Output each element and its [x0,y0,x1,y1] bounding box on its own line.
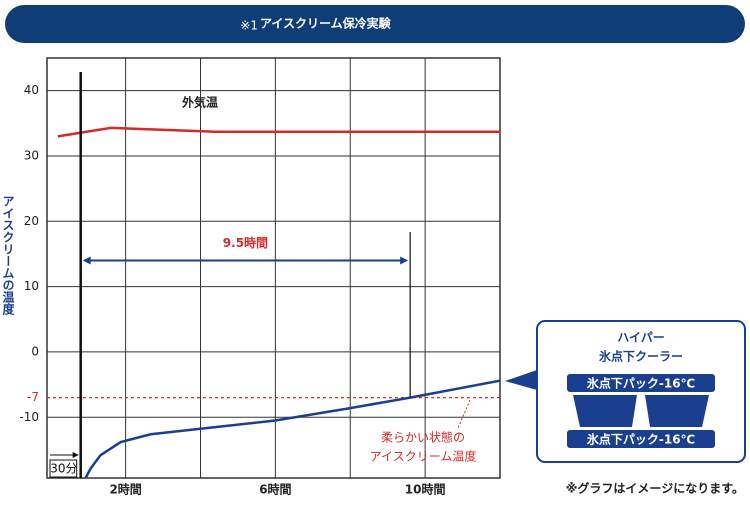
pack-label: 氷点下パック-16℃ [586,376,695,391]
series-label: 外気温 [182,95,218,110]
y-axis-label: アイスクリームの温度 [1,195,15,316]
y-tick-label: 20 [24,214,39,228]
start-label: 30分 [50,462,77,476]
title-mark: ※1 [240,19,258,33]
y-tick-label: 10 [24,279,39,293]
y-tick-label: 30 [24,148,39,162]
pack-label: 氷点下パック-16℃ [586,432,695,447]
threshold-note: 柔らかい状態の [381,430,465,445]
y-tick-label: -10 [19,410,39,424]
series-line [84,379,501,479]
callout-title: ハイパー [617,331,665,345]
threshold-label: -7 [27,390,39,404]
pack-label-bg [567,430,715,448]
y-tick-label: 0 [31,344,39,358]
x-tick-label: 10時間 [405,482,446,497]
arrow-head [400,256,409,265]
chart-title: アイスクリーム保冷実験 [260,16,392,31]
arrow-head [82,256,91,265]
arrow-head [72,452,79,458]
note-arrow [457,399,471,429]
series-line [57,126,500,138]
callout-pointer [505,370,537,390]
plot-frame [46,57,501,479]
x-tick-label: 6時間 [259,482,291,497]
duration-label: 9.5時間 [223,235,268,250]
x-tick-label: 2時間 [109,482,141,497]
footnote: ※グラフはイメージになります。 [566,481,744,496]
start-label-box [49,459,78,478]
header-bar [5,5,745,43]
callout-title: 氷点下クーラー [598,349,683,364]
pack-label-bg [567,374,715,392]
y-tick-label: 40 [24,83,39,97]
cooler-icon [645,395,709,427]
threshold-note: アイスクリーム温度 [370,449,477,464]
cooler-icon [573,395,637,427]
